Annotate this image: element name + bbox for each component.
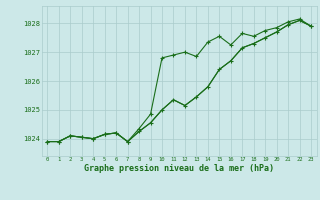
- X-axis label: Graphe pression niveau de la mer (hPa): Graphe pression niveau de la mer (hPa): [84, 164, 274, 173]
